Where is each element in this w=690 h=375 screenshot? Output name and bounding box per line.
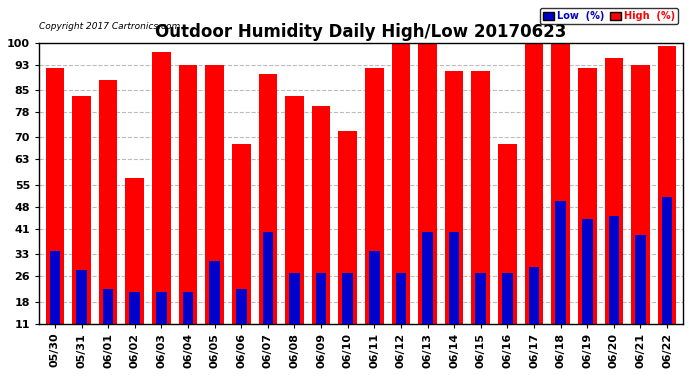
Bar (338, 131, 357, 324)
Legend: Low  (%), High  (%): Low (%), High (%) (540, 8, 678, 24)
Bar (130, 292, 140, 324)
Bar (232, 144, 250, 324)
Bar (662, 197, 673, 324)
Bar (604, 58, 623, 324)
Bar (551, 42, 570, 324)
Bar (422, 232, 433, 324)
Text: Copyright 2017 Cartronics.com: Copyright 2017 Cartronics.com (39, 22, 180, 31)
Bar (448, 232, 460, 324)
Bar (76, 270, 87, 324)
Bar (206, 64, 224, 324)
Bar (582, 219, 593, 324)
Bar (312, 106, 331, 324)
Bar (183, 292, 193, 324)
Bar (72, 96, 91, 324)
Bar (99, 80, 117, 324)
Bar (529, 267, 540, 324)
Bar (369, 251, 380, 324)
Bar (502, 273, 513, 324)
Bar (418, 42, 437, 324)
Bar (236, 289, 246, 324)
Bar (609, 216, 619, 324)
Bar (209, 261, 220, 324)
Bar (475, 273, 486, 324)
Bar (445, 71, 464, 324)
Bar (259, 74, 277, 324)
Bar (578, 68, 597, 324)
Bar (289, 273, 299, 324)
Bar (658, 46, 676, 324)
Bar (156, 292, 167, 324)
Bar (316, 273, 326, 324)
Bar (498, 144, 517, 324)
Bar (262, 232, 273, 324)
Bar (395, 273, 406, 324)
Bar (50, 251, 60, 324)
Bar (152, 52, 170, 324)
Bar (471, 71, 490, 324)
Bar (342, 273, 353, 324)
Bar (46, 68, 64, 324)
Bar (103, 289, 113, 324)
Bar (392, 42, 411, 324)
Bar (635, 235, 646, 324)
Bar (365, 68, 384, 324)
Bar (126, 178, 144, 324)
Bar (179, 64, 197, 324)
Bar (631, 64, 650, 324)
Bar (285, 96, 304, 324)
Title: Outdoor Humidity Daily High/Low 20170623: Outdoor Humidity Daily High/Low 20170623 (155, 23, 566, 41)
Bar (524, 42, 543, 324)
Bar (555, 201, 566, 324)
